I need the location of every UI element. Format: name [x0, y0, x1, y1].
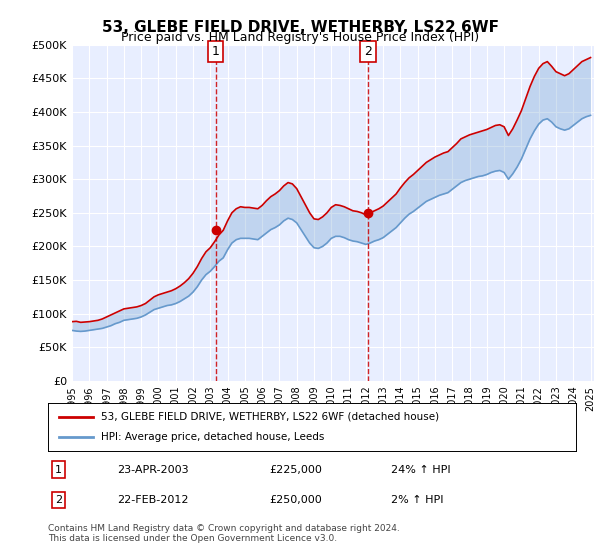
- 53, GLEBE FIELD DRIVE, WETHERBY, LS22 6WF (detached house): [557, 71, 564, 77]
- Line: HPI: Average price, detached house, Leeds: HPI: Average price, detached house, Leed…: [72, 115, 590, 332]
- HPI: Average price, detached house, Leeds: (2e+03, 1.4e+05): Average price, detached house, Leeds: (2…: [194, 283, 201, 290]
- Text: £250,000: £250,000: [270, 495, 323, 505]
- 53, GLEBE FIELD DRIVE, WETHERBY, LS22 6WF (detached house): [587, 54, 594, 61]
- HPI: Average price, detached house, Leeds: (2.01e+03, 2.35e+05): Average price, detached house, Leeds: (2…: [293, 220, 301, 226]
- 53, GLEBE FIELD DRIVE, WETHERBY, LS22 6WF (detached house): [293, 185, 301, 192]
- Text: 1: 1: [212, 45, 220, 58]
- Text: 23-APR-2003: 23-APR-2003: [116, 465, 188, 475]
- HPI: Average price, detached house, Leeds: (2.02e+03, 3.75e+05): Average price, detached house, Leeds: (2…: [557, 125, 564, 132]
- Text: 2: 2: [364, 45, 372, 58]
- HPI: Average price, detached house, Leeds: (2.02e+03, 3.95e+05): Average price, detached house, Leeds: (2…: [587, 112, 594, 119]
- Text: Contains HM Land Registry data © Crown copyright and database right 2024.
This d: Contains HM Land Registry data © Crown c…: [48, 524, 400, 543]
- Text: 2% ↑ HPI: 2% ↑ HPI: [391, 495, 444, 505]
- 53, GLEBE FIELD DRIVE, WETHERBY, LS22 6WF (detached house): [194, 263, 201, 270]
- 53, GLEBE FIELD DRIVE, WETHERBY, LS22 6WF (detached house): [68, 318, 76, 325]
- HPI: Average price, detached house, Leeds: (2e+03, 7.35e+04): Average price, detached house, Leeds: (2…: [77, 328, 84, 335]
- 53, GLEBE FIELD DRIVE, WETHERBY, LS22 6WF (detached house): [125, 305, 132, 311]
- 53, GLEBE FIELD DRIVE, WETHERBY, LS22 6WF (detached house): [423, 159, 430, 166]
- HPI: Average price, detached house, Leeds: (2e+03, 7.5e+04): Average price, detached house, Leeds: (2…: [68, 327, 76, 334]
- Text: 24% ↑ HPI: 24% ↑ HPI: [391, 465, 451, 475]
- Text: 22-FEB-2012: 22-FEB-2012: [116, 495, 188, 505]
- HPI: Average price, detached house, Leeds: (2.01e+03, 2.35e+05): Average price, detached house, Leeds: (2…: [397, 220, 404, 226]
- Line: 53, GLEBE FIELD DRIVE, WETHERBY, LS22 6WF (detached house): 53, GLEBE FIELD DRIVE, WETHERBY, LS22 6W…: [72, 58, 590, 323]
- Text: £225,000: £225,000: [270, 465, 323, 475]
- Text: 2: 2: [55, 495, 62, 505]
- Text: 53, GLEBE FIELD DRIVE, WETHERBY, LS22 6WF (detached house): 53, GLEBE FIELD DRIVE, WETHERBY, LS22 6W…: [101, 412, 439, 422]
- HPI: Average price, detached house, Leeds: (2.02e+03, 2.67e+05): Average price, detached house, Leeds: (2…: [423, 198, 430, 205]
- HPI: Average price, detached house, Leeds: (2e+03, 9.1e+04): Average price, detached house, Leeds: (2…: [125, 316, 132, 323]
- Text: HPI: Average price, detached house, Leeds: HPI: Average price, detached house, Leed…: [101, 432, 324, 442]
- Text: 53, GLEBE FIELD DRIVE, WETHERBY, LS22 6WF: 53, GLEBE FIELD DRIVE, WETHERBY, LS22 6W…: [101, 20, 499, 35]
- 53, GLEBE FIELD DRIVE, WETHERBY, LS22 6WF (detached house): [397, 185, 404, 192]
- 53, GLEBE FIELD DRIVE, WETHERBY, LS22 6WF (detached house): [77, 319, 84, 326]
- Text: Price paid vs. HM Land Registry's House Price Index (HPI): Price paid vs. HM Land Registry's House …: [121, 31, 479, 44]
- Text: 1: 1: [55, 465, 62, 475]
